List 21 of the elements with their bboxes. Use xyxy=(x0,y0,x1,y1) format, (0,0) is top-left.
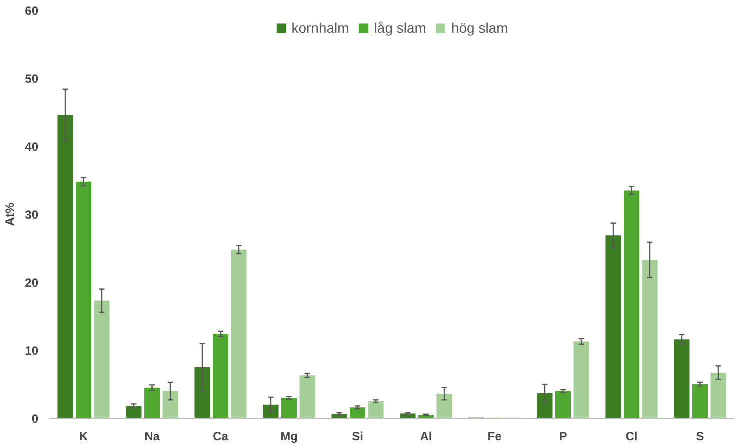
legend-label: låg slam xyxy=(374,20,426,36)
x-tick-label: S xyxy=(696,430,704,444)
legend-label: kornhalm xyxy=(292,20,350,36)
y-tick-label: 40 xyxy=(25,140,39,154)
y-tick-label: 10 xyxy=(25,344,39,358)
y-tick-label: 60 xyxy=(25,4,39,18)
legend-label: hög slam xyxy=(451,20,508,36)
x-tick-label: Ca xyxy=(213,430,229,444)
x-tick-label: Fe xyxy=(488,430,502,444)
x-tick-label: P xyxy=(559,430,568,444)
y-tick-label: 50 xyxy=(25,72,39,86)
y-tick-label: 0 xyxy=(32,412,39,426)
x-tick-label: Si xyxy=(352,430,364,444)
y-tick-label: 20 xyxy=(25,276,39,290)
y-tick-label: 30 xyxy=(25,208,39,222)
x-tick-label: Cl xyxy=(626,430,638,444)
x-tick-label: K xyxy=(79,430,88,444)
x-tick-label: Al xyxy=(420,430,432,444)
x-tick-label: Mg xyxy=(280,430,298,444)
y-axis-title: At% xyxy=(3,202,18,226)
x-tick-label: Na xyxy=(144,430,160,444)
